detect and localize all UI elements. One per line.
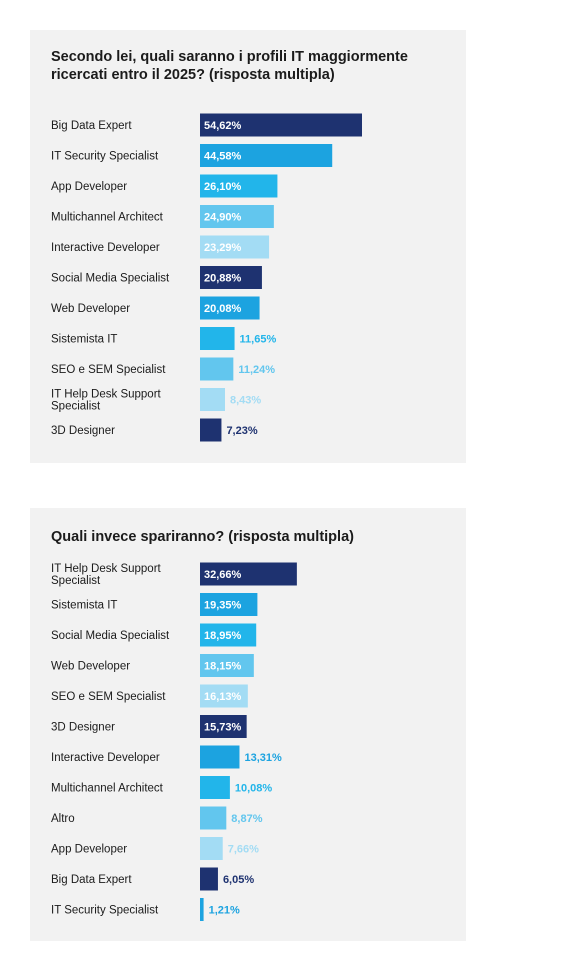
value-label-it-security-specialist: 1,21% — [209, 905, 240, 917]
bar-3d-designer — [200, 715, 247, 738]
bar-interactive-developer — [200, 235, 270, 259]
bar-chart-ricercati: Big Data Expert 54,62% IT Security Special… — [51, 113, 362, 442]
bar-it-help-desk-support-specialist — [200, 562, 297, 586]
value-label-interactive-developer: 13,31% — [244, 752, 282, 764]
bar-altro — [200, 806, 227, 830]
bar-web-developer — [200, 296, 260, 320]
category-label-it-help-desk-support-specialist: IT Help Desk Support Specialist — [51, 563, 162, 587]
value-label-big-data-expert: 54,62% — [204, 120, 242, 132]
chart-title: Secondo lei, quali saranno i profili IT … — [51, 49, 408, 83]
value-label-multichannel-architect: 24,90% — [204, 212, 242, 224]
bar-3d-designer — [200, 418, 222, 442]
category-label-it-security-specialist: IT Security Specialist — [51, 151, 159, 163]
category-label-sistemista-it: Sistemista IT — [51, 334, 117, 346]
value-label-multichannel-architect: 10,08% — [235, 783, 273, 795]
chart-title: Quali invece spariranno? (risposta multi… — [51, 529, 354, 545]
value-label-web-developer: 18,15% — [204, 661, 242, 673]
value-label-sistemista-it: 19,35% — [204, 600, 242, 612]
category-label-multichannel-architect: Multichannel Architect — [51, 212, 164, 224]
value-label-web-developer: 20,08% — [204, 303, 242, 315]
category-label-multichannel-architect: Multichannel Architect — [51, 783, 164, 795]
value-label-it-help-desk-support-specialist: 8,43% — [230, 395, 261, 407]
category-label-sistemista-it: Sistemista IT — [51, 600, 117, 612]
bar-app-developer — [200, 174, 278, 198]
value-label-seo-e-sem-specialist: 16,13% — [204, 691, 242, 703]
category-label-interactive-developer: Interactive Developer — [51, 752, 160, 764]
bar-it-help-desk-support-specialist — [200, 388, 226, 411]
category-label-3d-designer: 3D Designer — [51, 722, 115, 734]
category-label-social-media-specialist: Social Media Specialist — [51, 630, 170, 642]
value-label-social-media-specialist: 20,88% — [204, 273, 242, 285]
bar-interactive-developer — [200, 745, 240, 769]
value-label-social-media-specialist: 18,95% — [204, 630, 242, 642]
category-label-big-data-expert: Big Data Expert — [51, 120, 132, 132]
bar-web-developer — [200, 654, 254, 677]
bar-it-security-specialist — [200, 898, 204, 921]
bar-chart-spariranno: IT Help Desk Support Specialist 32,66% Sist… — [51, 562, 297, 921]
bar-seo-e-sem-specialist — [200, 684, 248, 708]
bar-multichannel-architect — [200, 776, 230, 799]
value-label-3d-designer: 7,23% — [226, 425, 257, 437]
category-label-web-developer: Web Developer — [51, 661, 130, 673]
value-label-big-data-expert: 6,05% — [223, 874, 254, 886]
category-label-3d-designer: 3D Designer — [51, 425, 115, 437]
chart-panel-ricercati: Secondo lei, quali saranno i profili IT … — [30, 30, 466, 463]
value-label-altro: 8,87% — [231, 813, 262, 825]
bar-seo-e-sem-specialist — [200, 357, 234, 381]
value-label-app-developer: 26,10% — [204, 181, 242, 193]
category-label-interactive-developer: Interactive Developer — [51, 242, 160, 254]
bar-social-media-specialist — [200, 623, 257, 647]
value-label-it-help-desk-support-specialist: 32,66% — [204, 569, 242, 581]
category-label-big-data-expert: Big Data Expert — [51, 874, 132, 886]
category-label-seo-e-sem-specialist: SEO e SEM Specialist — [51, 364, 166, 376]
value-label-seo-e-sem-specialist: 11,24% — [238, 364, 275, 376]
value-label-interactive-developer: 23,29% — [204, 242, 242, 254]
category-label-it-security-specialist: IT Security Specialist — [51, 905, 159, 917]
value-label-it-security-specialist: 44,58% — [204, 151, 242, 163]
category-label-seo-e-sem-specialist: SEO e SEM Specialist — [51, 691, 166, 703]
bar-app-developer — [200, 837, 223, 860]
bar-social-media-specialist — [200, 266, 262, 289]
category-label-altro: Altro — [51, 813, 75, 825]
value-label-sistemista-it: 11,65% — [240, 334, 277, 346]
category-label-it-help-desk-support-specialist: IT Help Desk Support Specialist — [51, 389, 162, 413]
chart-panel-spariranno: Quali invece spariranno? (risposta multi… — [30, 508, 466, 941]
category-label-web-developer: Web Developer — [51, 303, 130, 315]
bar-big-data-expert — [200, 113, 362, 137]
bar-sistemista-it — [200, 593, 258, 616]
value-label-app-developer: 7,66% — [228, 844, 259, 856]
category-label-app-developer: App Developer — [51, 181, 127, 193]
bar-multichannel-architect — [200, 205, 274, 228]
bar-sistemista-it — [200, 327, 235, 350]
category-label-app-developer: App Developer — [51, 844, 127, 856]
bar-big-data-expert — [200, 867, 218, 891]
value-label-3d-designer: 15,73% — [204, 722, 242, 734]
category-label-social-media-specialist: Social Media Specialist — [51, 273, 170, 285]
bar-it-security-specialist — [200, 144, 333, 167]
